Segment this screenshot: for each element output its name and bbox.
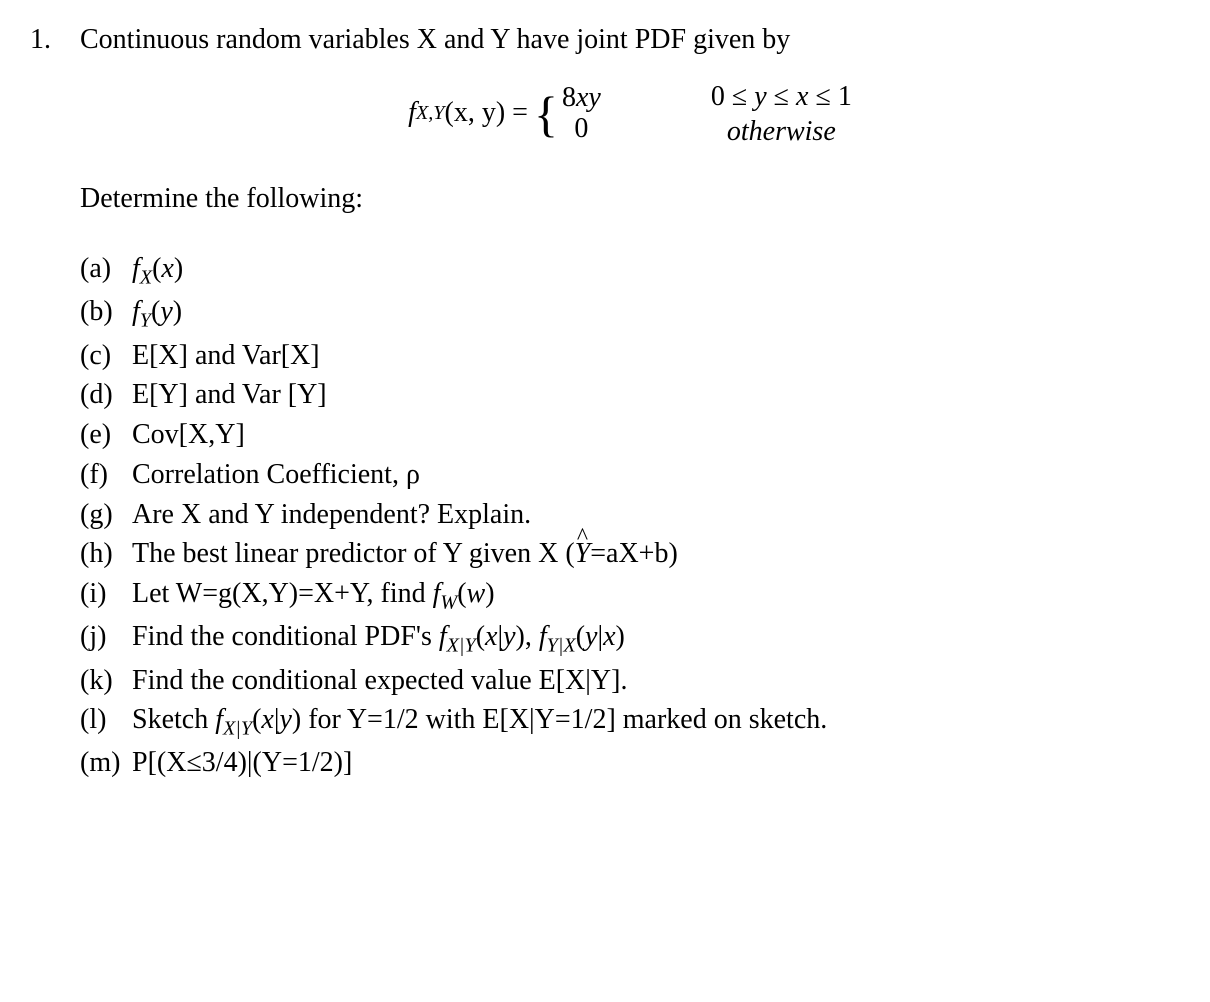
- subparts-list: (a)fX(x)(b)fY(y)(c)E[X] and Var[X](d)E[Y…: [80, 249, 1180, 783]
- item-text: E[X] and Var[X]: [132, 336, 1180, 376]
- item-label: (h): [80, 534, 132, 574]
- item-label: (g): [80, 495, 132, 535]
- cases-values: 8xy 0: [562, 83, 601, 145]
- item-text: Correlation Coefficient, ρ: [132, 455, 1180, 495]
- item-text: E[Y] and Var [Y]: [132, 375, 1180, 415]
- item-label: (e): [80, 415, 132, 455]
- item-text: P[(X≤3/4)|(Y=1/2)]: [132, 743, 1180, 783]
- item-label: (f): [80, 455, 132, 495]
- item-label: (l): [80, 700, 132, 743]
- item-text: Cov[X,Y]: [132, 415, 1180, 455]
- list-item: (l)Sketch fX|Y(x|y) for Y=1/2 with E[X|Y…: [80, 700, 1180, 743]
- list-item: (c)E[X] and Var[X]: [80, 336, 1180, 376]
- joint-pdf-equation: fX,Y(x, y) = { 8xy 0 0 ≤ y ≤ x ≤ 1 other…: [80, 79, 1180, 149]
- piecewise-cases: { 8xy 0: [534, 83, 601, 145]
- equation-lhs: fX,Y(x, y) = { 8xy 0: [408, 83, 601, 145]
- list-item: (h)The best linear predictor of Y given …: [80, 534, 1180, 574]
- problem-number: 1.: [30, 20, 80, 61]
- problem-body: Continuous random variables X and Y have…: [80, 20, 1180, 783]
- item-text: Sketch fX|Y(x|y) for Y=1/2 with E[X|Y=1/…: [132, 700, 1180, 743]
- item-label: (b): [80, 292, 132, 335]
- item-label: (i): [80, 574, 132, 617]
- pdf-subscript: X,Y: [416, 99, 445, 128]
- item-text: Find the conditional expected value E[X|…: [132, 661, 1180, 701]
- case-value-1: 8xy: [562, 83, 601, 114]
- item-text: fX(x): [132, 249, 1180, 292]
- list-item: (a)fX(x): [80, 249, 1180, 292]
- list-item: (i)Let W=g(X,Y)=X+Y, find fW(w): [80, 574, 1180, 617]
- item-text: fY(y): [132, 292, 1180, 335]
- determine-prompt: Determine the following:: [80, 179, 1180, 220]
- list-item: (e)Cov[X,Y]: [80, 415, 1180, 455]
- item-label: (c): [80, 336, 132, 376]
- condition-domain: 0 ≤ y ≤ x ≤ 1: [711, 79, 852, 114]
- item-label: (k): [80, 661, 132, 701]
- item-label: (a): [80, 249, 132, 292]
- item-label: (j): [80, 617, 132, 660]
- list-item: (k)Find the conditional expected value E…: [80, 661, 1180, 701]
- list-item: (m)P[(X≤3/4)|(Y=1/2)]: [80, 743, 1180, 783]
- item-label: (d): [80, 375, 132, 415]
- item-text: Are X and Y independent? Explain.: [132, 495, 1180, 535]
- list-item: (b)fY(y): [80, 292, 1180, 335]
- condition-otherwise: otherwise: [711, 114, 852, 149]
- intro-text: Continuous random variables X and Y have…: [80, 20, 1180, 61]
- list-item: (f)Correlation Coefficient, ρ: [80, 455, 1180, 495]
- left-brace-icon: {: [534, 94, 558, 134]
- pdf-args: (x, y) =: [445, 93, 528, 134]
- case-value-2: 0: [562, 114, 601, 145]
- pdf-symbol-f: f: [408, 93, 416, 134]
- list-item: (g)Are X and Y independent? Explain.: [80, 495, 1180, 535]
- item-label: (m): [80, 743, 132, 783]
- list-item: (j)Find the conditional PDF's fX|Y(x|y),…: [80, 617, 1180, 660]
- case-xy: xy: [576, 82, 601, 113]
- equation-conditions: 0 ≤ y ≤ x ≤ 1 otherwise: [711, 79, 852, 149]
- problem-container: 1. Continuous random variables X and Y h…: [30, 20, 1180, 783]
- item-text: The best linear predictor of Y given X (…: [132, 534, 1180, 574]
- list-item: (d)E[Y] and Var [Y]: [80, 375, 1180, 415]
- item-text: Let W=g(X,Y)=X+Y, find fW(w): [132, 574, 1180, 617]
- item-text: Find the conditional PDF's fX|Y(x|y), fY…: [132, 617, 1180, 660]
